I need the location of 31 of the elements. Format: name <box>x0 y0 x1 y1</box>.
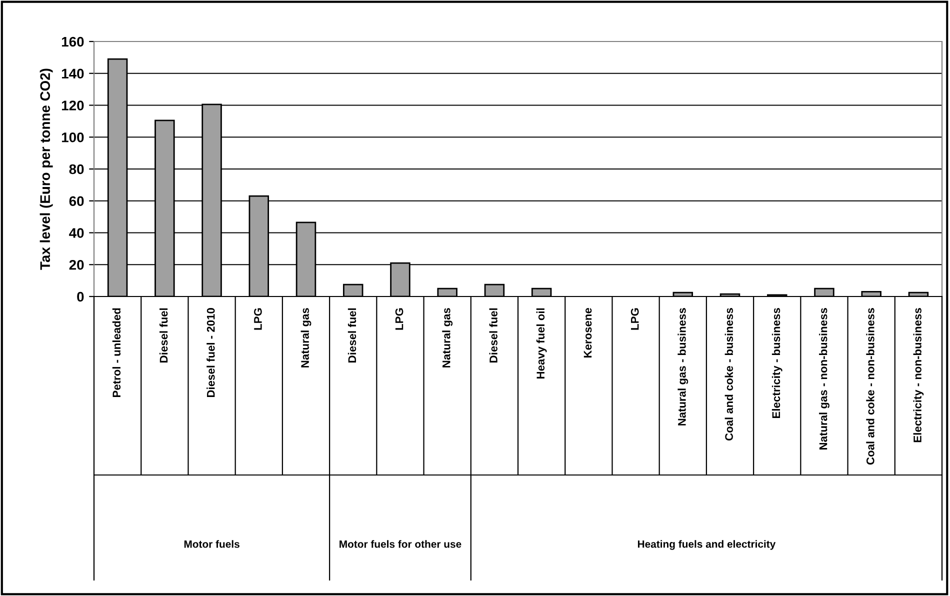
x-tick-label: Heavy fuel oil <box>536 308 547 378</box>
x-tick-label: Diesel fuel <box>489 308 498 362</box>
x-tick-label: Petrol - unleaded <box>112 308 121 397</box>
y-tick-label: 140 <box>62 68 84 79</box>
x-tick-label: Coal and coke - business <box>724 308 733 441</box>
x-tick-label: Coal and coke - non-business <box>866 308 874 465</box>
x-tick-label: Natural gas - business <box>678 308 688 426</box>
x-tick-label: Electricity - non-business <box>913 308 924 442</box>
x-tick-label: Diesel fuel <box>348 308 356 362</box>
text: Motor fuels for other use <box>340 540 462 548</box>
x-tick-label: Natural gas <box>300 308 312 368</box>
x-tick-label: LPG <box>395 308 404 330</box>
x-tick-label: LPG <box>254 308 262 330</box>
x-tick-label: LPG <box>630 308 639 330</box>
y-tick-label: 20 <box>69 260 84 270</box>
x-tick-label: Diesel fuel - 2010 <box>206 308 215 398</box>
y-tick-label: 0 <box>77 292 84 302</box>
y-tick-label: 160 <box>62 36 84 47</box>
y-axis-title: Tax level (Euro per tonne CO2) <box>40 68 53 270</box>
y-tick-label: 60 <box>69 196 84 206</box>
y-tick-label: 120 <box>62 100 84 110</box>
y-tick-label: 40 <box>69 228 84 238</box>
x-tick-label: Electricity - business <box>772 308 782 418</box>
text: Heating fuels and electricity <box>638 540 776 550</box>
y-tick-label: 80 <box>69 164 84 174</box>
x-tick-label: Natural gas <box>442 308 453 368</box>
text: Motor fuels <box>184 540 240 548</box>
x-tick-label: Diesel fuel <box>159 308 168 362</box>
x-tick-label: Natural gas - non-business <box>819 308 830 450</box>
x-tick-label: Kerosene <box>584 308 592 358</box>
y-tick-label: 100 <box>62 132 84 142</box>
